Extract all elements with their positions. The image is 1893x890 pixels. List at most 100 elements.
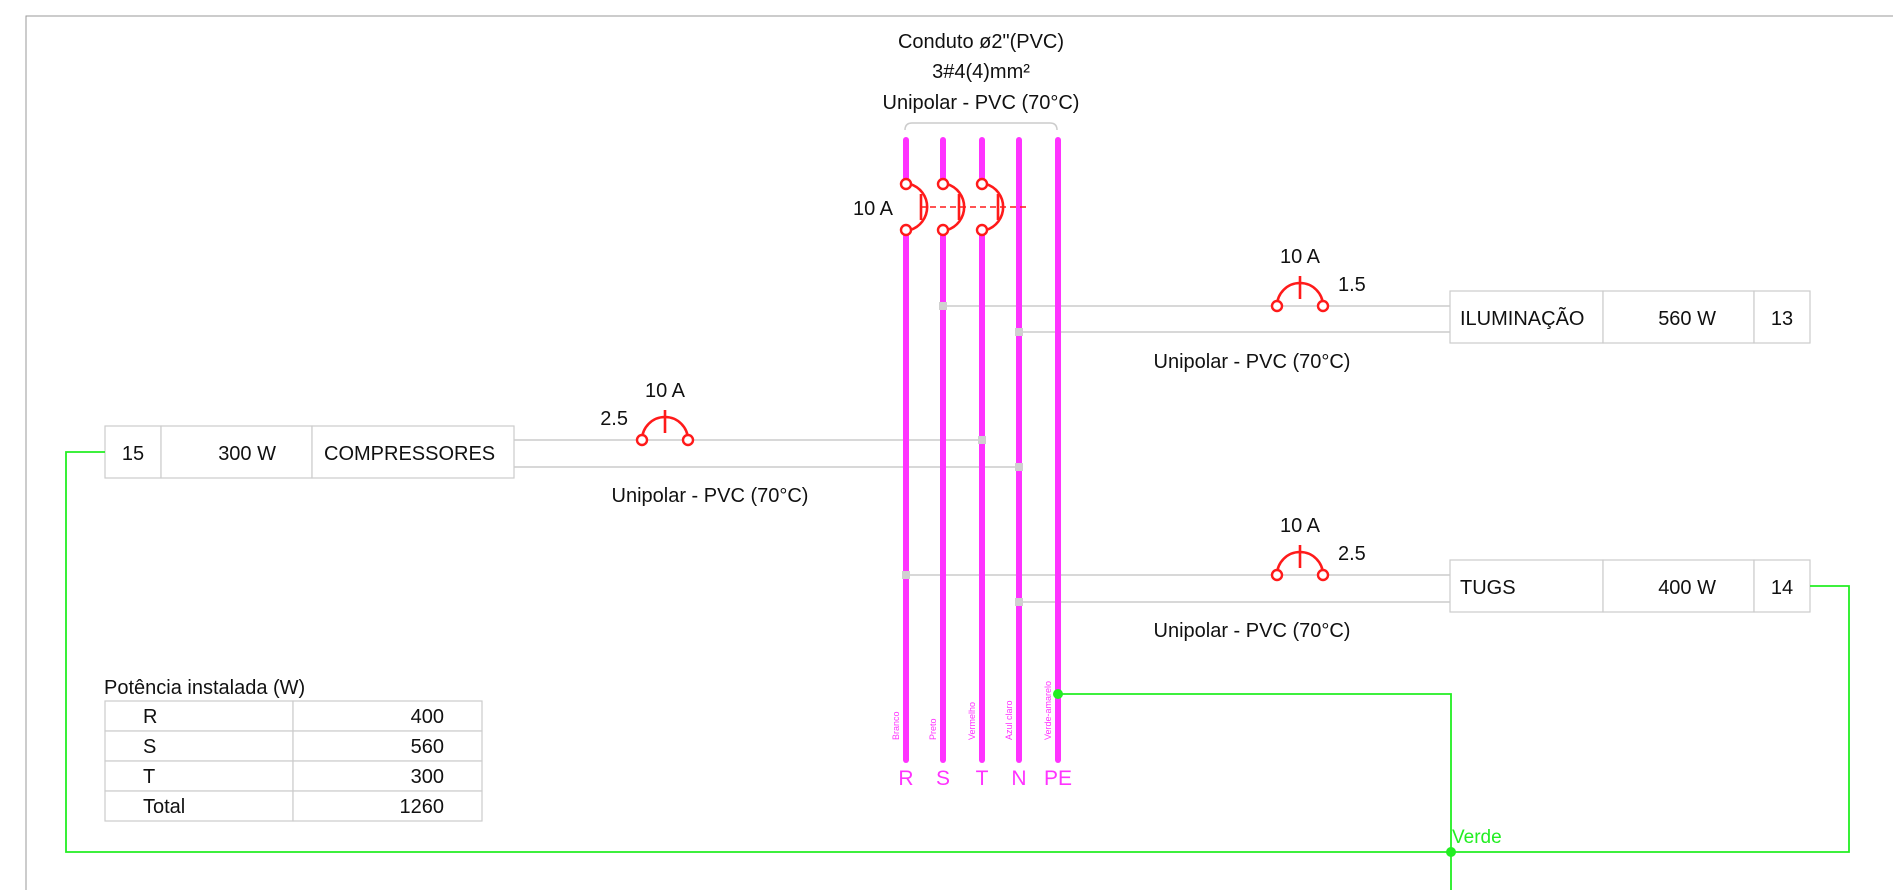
conduit-type: Conduto ø2"(PVC) — [898, 31, 1064, 53]
junction-tugs-r — [902, 571, 910, 579]
bus-color-names: Branco Preto Vermelho Azul claro Verde-a… — [891, 681, 1053, 740]
compressores-name: COMPRESSORES — [324, 443, 495, 465]
breaker-compressores-contact-right — [681, 433, 695, 447]
conduit-conductors: 3#4(4)mm² — [932, 61, 1030, 83]
power-row-value: 400 — [411, 706, 444, 728]
ground-node-pe — [1053, 689, 1063, 699]
circuit-iluminacao: 10 A 1.5 Unipolar - PVC (70°C) ILUMINAÇÃ… — [1154, 246, 1811, 373]
iluminacao-power-cell — [1602, 290, 1755, 344]
bus-s-label: S — [936, 767, 950, 790]
junction-compressores-n — [1015, 463, 1023, 471]
drawing-frame — [25, 15, 1893, 890]
iluminacao-name: ILUMINAÇÃO — [1460, 306, 1584, 330]
main-breaker-arc-t — [985, 182, 1005, 232]
circuit-compressores: 10 A 2.5 Unipolar - PVC (70°C) 15 300 W … — [104, 380, 808, 507]
main-breaker-rating: 10 A — [853, 198, 894, 220]
bus-t-label: T — [976, 767, 989, 790]
table-row: Total 1260 — [104, 790, 483, 822]
breaker-tugs-contact-left — [1270, 568, 1284, 582]
iluminacao-number-cell — [1753, 290, 1811, 344]
main-breaker-contact-s-bottom — [936, 223, 950, 237]
power-row-phase-cell — [104, 760, 294, 792]
junctions — [902, 302, 1023, 606]
table-row: R 400 — [104, 700, 483, 732]
power-row-phase-cell — [104, 700, 294, 732]
main-breaker-contact-t-top — [975, 177, 989, 191]
main-breaker-contact-t-bottom — [975, 223, 989, 237]
breaker-compressores-rating: 10 A — [645, 380, 686, 402]
iluminacao-cable-label: Unipolar - PVC (70°C) — [1154, 351, 1351, 373]
main-breaker-contact-r-top — [899, 177, 913, 191]
junction-iluminacao-n — [1015, 328, 1023, 336]
tugs-name: TUGS — [1460, 577, 1516, 599]
bus-n-color-name: Azul claro — [1004, 700, 1014, 740]
tugs-number: 14 — [1771, 577, 1793, 599]
power-row-phase: S — [143, 736, 156, 758]
breaker-compressores: 10 A 2.5 — [600, 380, 695, 447]
table-row: S 560 — [104, 730, 483, 762]
breaker-tugs-section: 2.5 — [1338, 543, 1366, 565]
ground-wire-compressores — [65, 451, 1451, 853]
power-row-value: 560 — [411, 736, 444, 758]
power-row-value-cell — [292, 760, 483, 792]
breaker-tugs-contact-right — [1316, 568, 1330, 582]
feeder-wires — [514, 305, 1450, 603]
power-row-value-cell — [292, 700, 483, 732]
bus-t-color-name: Vermelho — [967, 702, 977, 740]
compressores-power: 300 W — [218, 443, 276, 465]
power-row-value-cell — [292, 790, 483, 822]
main-breaker-contact-s-top — [936, 177, 950, 191]
breaker-tugs-rating: 10 A — [1280, 515, 1321, 537]
ground-node-main — [1446, 847, 1456, 857]
table-row: T 300 — [104, 760, 483, 792]
conduit-brace — [904, 122, 1058, 131]
power-row-value: 1260 — [400, 796, 445, 818]
tugs-power: 400 W — [1658, 577, 1716, 599]
breaker-iluminacao-rating: 10 A — [1280, 246, 1321, 268]
junction-tugs-n — [1015, 598, 1023, 606]
conduit-cable: Unipolar - PVC (70°C) — [883, 92, 1080, 114]
iluminacao-power: 560 W — [1658, 308, 1716, 330]
circuit-tugs: 10 A 2.5 Unipolar - PVC (70°C) TUGS 400 … — [1154, 515, 1811, 642]
power-row-value: 300 — [411, 766, 444, 788]
breaker-compressores-section: 2.5 — [600, 408, 628, 430]
breaker-tugs: 10 A 2.5 — [1270, 515, 1366, 582]
power-row-phase-cell — [104, 730, 294, 762]
power-row-phase-cell — [104, 790, 294, 822]
compressores-number-cell — [104, 425, 162, 479]
power-row-phase: T — [143, 766, 155, 788]
main-breaker-arc-r — [909, 182, 929, 232]
tugs-number-cell — [1753, 559, 1811, 613]
breaker-compressores-contact-left — [635, 433, 649, 447]
conduit-spec: Conduto ø2"(PVC) 3#4(4)mm² Unipolar - PV… — [883, 31, 1080, 131]
main-breaker: 10 A — [853, 177, 1030, 237]
bus-s-color-name: Preto — [928, 718, 938, 740]
bus-n-label: N — [1011, 767, 1026, 790]
breaker-iluminacao-contact-left — [1270, 299, 1284, 313]
bus-pe-label: PE — [1044, 767, 1072, 790]
ground-wire-pe — [1058, 693, 1452, 890]
bus-labels: R S T N PE — [898, 767, 1072, 790]
power-row-phase: Total — [143, 796, 185, 818]
bus-pe-color-name: Verde-amarelo — [1043, 681, 1053, 740]
breaker-iluminacao-contact-right — [1316, 299, 1330, 313]
installed-power-table: Potência instalada (W) R 400 S 560 T 300… — [104, 677, 483, 822]
ground-network: Verde — [65, 451, 1850, 890]
breaker-iluminacao-section: 1.5 — [1338, 274, 1366, 296]
bus-r-color-name: Branco — [891, 711, 901, 740]
power-table-title: Potência instalada (W) — [104, 677, 305, 699]
tugs-name-cell — [1449, 559, 1604, 613]
tugs-power-cell — [1602, 559, 1755, 613]
compressores-name-cell — [311, 425, 515, 479]
junction-iluminacao-s — [939, 302, 947, 310]
breaker-iluminacao: 10 A 1.5 — [1270, 246, 1366, 313]
ground-label: Verde — [1452, 827, 1502, 848]
iluminacao-number: 13 — [1771, 308, 1793, 330]
junction-compressores-t — [978, 436, 986, 444]
compressores-power-cell — [160, 425, 313, 479]
ground-wire-tugs — [1451, 585, 1850, 853]
bus-r-label: R — [898, 767, 913, 790]
power-row-phase: R — [143, 706, 157, 728]
tugs-cable-label: Unipolar - PVC (70°C) — [1154, 620, 1351, 642]
